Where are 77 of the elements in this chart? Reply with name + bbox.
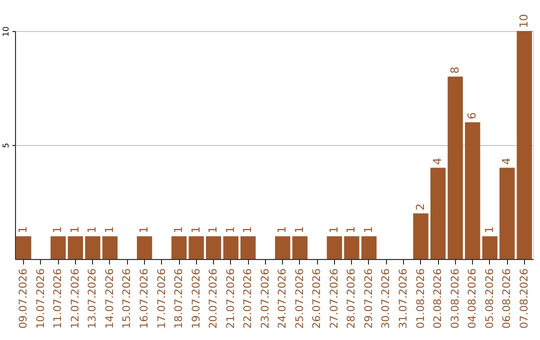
data-label: 1 — [241, 226, 254, 234]
bar — [16, 236, 32, 259]
x-tick-label: 19.07.2026 — [190, 268, 202, 329]
data-label: 1 — [189, 226, 202, 234]
data-label: 1 — [292, 226, 306, 234]
x-tick-label: 23.07.2026 — [259, 268, 272, 329]
bar — [361, 236, 377, 259]
data-label: 10 — [517, 14, 530, 28]
x-tick-label: 05.08.2026 — [484, 268, 496, 329]
data-label: 1 — [16, 226, 30, 234]
bar — [516, 31, 532, 259]
bar — [171, 236, 187, 259]
x-tick-label: 12.07.2026 — [69, 268, 82, 329]
bar — [430, 168, 446, 259]
x-tick-label: 21.07.2026 — [224, 268, 237, 329]
data-label: 1 — [327, 226, 340, 234]
data-label: 1 — [276, 226, 289, 234]
x-tick-label: 25.07.2026 — [294, 268, 306, 329]
x-tick-label: 14.07.2026 — [104, 268, 116, 329]
bar — [326, 236, 342, 259]
bar — [240, 236, 256, 259]
bar — [500, 168, 515, 259]
x-tick-label: 10.07.2026 — [34, 268, 47, 329]
data-label: 6 — [466, 112, 479, 120]
bar — [136, 236, 152, 259]
x-tick-label: 26.07.2026 — [311, 268, 324, 329]
x-tick-label: 15.07.2026 — [121, 268, 134, 329]
bar — [68, 236, 84, 259]
x-tick-label: 30.07.2026 — [380, 268, 392, 329]
x-tick-label: 17.07.2026 — [156, 268, 168, 329]
bar — [206, 236, 222, 259]
x-tick-label: 29.07.2026 — [362, 268, 375, 329]
bar — [188, 236, 204, 259]
data-label: 1 — [344, 226, 358, 234]
data-label: 1 — [206, 226, 220, 234]
bar — [85, 236, 100, 259]
data-label: 1 — [102, 226, 116, 234]
x-tick-label: 11.07.2026 — [52, 268, 64, 329]
bar — [102, 236, 118, 259]
data-label: 1 — [172, 226, 186, 234]
x-tick-label: 22.07.2026 — [242, 268, 254, 329]
bar — [448, 76, 463, 259]
x-tick-label: 24.07.2026 — [276, 268, 289, 329]
data-label: 1 — [224, 226, 237, 234]
data-label: 1 — [51, 226, 64, 234]
data-label: 1 — [68, 226, 82, 234]
x-tick-label: 18.07.2026 — [173, 268, 186, 329]
x-tick-label: 09.07.2026 — [18, 268, 30, 329]
x-tick-label: 27.07.2026 — [328, 268, 340, 329]
data-label: 2 — [414, 203, 427, 210]
x-tick-label: 04.08.2026 — [466, 268, 479, 329]
data-label: 8 — [448, 66, 462, 74]
x-tick-label: 28.07.2026 — [346, 268, 358, 329]
bar — [482, 236, 498, 259]
x-tick-label: 20.07.2026 — [208, 268, 220, 329]
bar — [413, 213, 428, 259]
x-tick-label: 31.07.2026 — [398, 268, 410, 329]
data-label: 1 — [482, 226, 496, 234]
data-label: 1 — [138, 226, 150, 234]
x-tick-label: 02.08.2026 — [432, 268, 444, 329]
bar — [292, 236, 308, 259]
x-tick-label: 06.08.2026 — [501, 268, 514, 329]
bar — [464, 122, 480, 259]
x-tick-label: 07.08.2026 — [518, 268, 530, 329]
data-label: 4 — [500, 158, 514, 165]
data-label: 1 — [86, 226, 99, 234]
x-tick-label: 13.07.2026 — [86, 268, 99, 329]
bar — [223, 236, 238, 259]
x-tick-label: 16.07.2026 — [138, 268, 150, 329]
y-tick-label: 5 — [2, 142, 10, 148]
x-tick-label: 01.08.2026 — [414, 268, 427, 329]
bar — [275, 236, 290, 259]
data-label: 1 — [362, 226, 375, 234]
bar — [50, 236, 66, 259]
data-label: 4 — [431, 158, 444, 165]
x-tick-label: 03.08.2026 — [449, 268, 462, 329]
bar — [344, 236, 360, 259]
